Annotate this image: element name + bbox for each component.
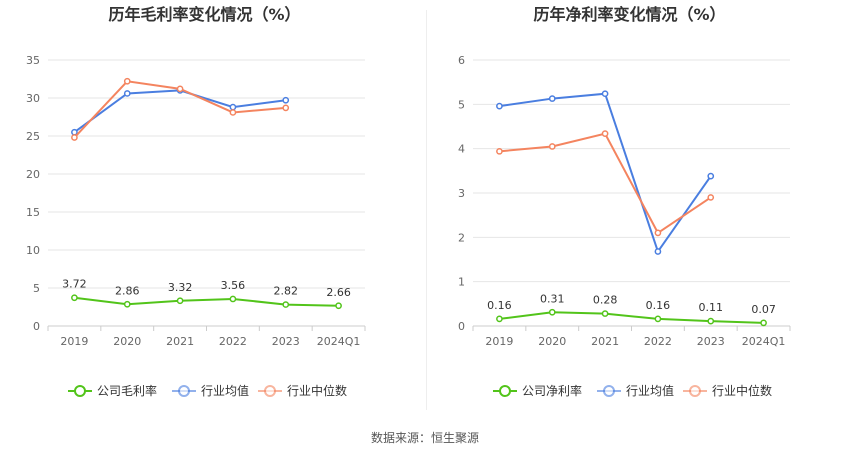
legend-item[interactable]: 公司净利率: [493, 383, 582, 398]
x-tick-label: 2020: [538, 335, 566, 348]
y-tick-label: 10: [26, 244, 40, 257]
net-margin-chart: 历年净利率变化情况（%） 0 1 2 3 4 5 6 2019 2020 2021 2022 2023 2…: [425, 0, 850, 420]
data-point[interactable]: [707, 194, 715, 201]
data-label: 0.16: [487, 299, 512, 312]
legend-item[interactable]: 公司毛利率: [68, 383, 157, 398]
x-tick-label: 2019: [60, 335, 88, 348]
data-label: 0.16: [646, 299, 671, 312]
y-tick-label: 0: [33, 320, 40, 333]
series-line: [499, 92, 712, 254]
y-tick-label: 3: [458, 187, 465, 200]
data-label: 0.28: [593, 294, 618, 307]
x-tick-label: 2022: [219, 335, 247, 348]
data-point[interactable]: [335, 302, 342, 310]
y-tick-label: 20: [26, 168, 40, 181]
y-tick-label: 1: [458, 276, 465, 289]
y-tick-label: 5: [33, 282, 40, 295]
data-label: 2.86: [115, 284, 140, 297]
chart-svg: 历年毛利率变化情况（%） 0 5 10 15 20 25 30 35 2019 2020 2021 20…: [26, 5, 366, 398]
chart-divider: [426, 10, 427, 410]
y-tick-label: 25: [26, 130, 40, 143]
data-point[interactable]: [496, 147, 503, 155]
data-point[interactable]: [548, 143, 556, 150]
legend-marker: [178, 385, 190, 397]
data-label: 0.31: [540, 292, 565, 305]
legend-item[interactable]: 行业均值: [172, 383, 249, 398]
data-point[interactable]: [176, 85, 184, 93]
data-point[interactable]: [229, 295, 237, 303]
chart-title: 历年净利率变化情况（%）: [533, 5, 725, 24]
legend-label: 行业均值: [626, 383, 674, 398]
data-point[interactable]: [123, 90, 131, 97]
y-tick-label: 35: [26, 54, 40, 67]
data-point[interactable]: [601, 90, 609, 98]
x-tick-label: 2024Q1: [742, 335, 786, 348]
legend-marker: [264, 385, 276, 397]
data-point[interactable]: [123, 77, 131, 85]
data-point[interactable]: [707, 317, 715, 325]
legend-item[interactable]: 行业中位数: [683, 383, 772, 398]
y-tick-label: 30: [26, 92, 40, 105]
x-tick-label: 2021: [166, 335, 194, 348]
data-label: 3.32: [168, 281, 193, 294]
data-label: 2.82: [274, 285, 299, 298]
legend-marker: [689, 385, 701, 397]
y-tick-label: 0: [458, 320, 465, 333]
data-point[interactable]: [229, 103, 237, 111]
data-source: 数据来源：恒生聚源: [370, 431, 479, 445]
data-label: 3.72: [62, 278, 87, 291]
x-tick-label: 2023: [272, 335, 300, 348]
data-point[interactable]: [654, 248, 662, 255]
data-point[interactable]: [176, 297, 184, 305]
y-tick-label: 5: [458, 98, 465, 111]
x-tick-label: 2024Q1: [317, 335, 361, 348]
data-point[interactable]: [282, 96, 290, 104]
data-label: 2.66: [326, 286, 351, 299]
y-tick-label: 15: [26, 206, 40, 219]
data-point[interactable]: [71, 294, 78, 302]
y-tick-label: 6: [458, 54, 465, 67]
series-line: [499, 311, 764, 324]
x-tick-label: 2021: [591, 335, 619, 348]
data-point[interactable]: [601, 310, 609, 317]
legend-label: 行业均值: [201, 383, 249, 398]
data-point[interactable]: [282, 301, 290, 308]
x-tick-label: 2023: [697, 335, 725, 348]
data-point[interactable]: [707, 172, 715, 180]
data-point[interactable]: [760, 319, 767, 327]
legend-label: 行业中位数: [712, 383, 772, 398]
legend-marker: [499, 385, 511, 397]
data-point[interactable]: [282, 104, 290, 112]
data-point[interactable]: [123, 300, 131, 308]
data-point[interactable]: [71, 134, 78, 141]
data-point[interactable]: [601, 130, 609, 137]
legend-label: 公司净利率: [522, 383, 582, 398]
data-point[interactable]: [548, 95, 556, 102]
chart-svg: 历年净利率变化情况（%） 0 1 2 3 4 5 6 2019 2020 2021 2022 2023 2…: [458, 5, 791, 398]
legend-marker: [603, 385, 615, 397]
data-label: 3.56: [221, 279, 246, 292]
data-point[interactable]: [71, 128, 78, 136]
data-point[interactable]: [496, 102, 503, 110]
y-tick-label: 4: [458, 143, 465, 156]
series-line: [74, 296, 339, 307]
y-tick-label: 2: [458, 231, 465, 244]
legend-label: 公司毛利率: [97, 383, 157, 398]
legend-item[interactable]: 行业中位数: [258, 383, 347, 398]
data-point[interactable]: [229, 109, 237, 116]
data-point[interactable]: [496, 315, 503, 323]
gross-margin-chart: 历年毛利率变化情况（%） 0 5 10 15 20 25 30 35 2019 2020 2021 20…: [0, 0, 425, 420]
x-tick-label: 2022: [644, 335, 672, 348]
x-tick-label: 2020: [113, 335, 141, 348]
data-point[interactable]: [548, 308, 556, 316]
chart-title: 历年毛利率变化情况（%）: [108, 5, 300, 24]
legend-label: 行业中位数: [287, 383, 347, 398]
legend-item[interactable]: 行业均值: [597, 383, 674, 398]
data-label: 0.11: [699, 301, 724, 314]
data-label: 0.07: [751, 303, 776, 316]
data-point[interactable]: [654, 315, 662, 323]
data-point[interactable]: [654, 229, 662, 237]
legend-marker: [74, 385, 86, 397]
x-tick-label: 2019: [485, 335, 513, 348]
